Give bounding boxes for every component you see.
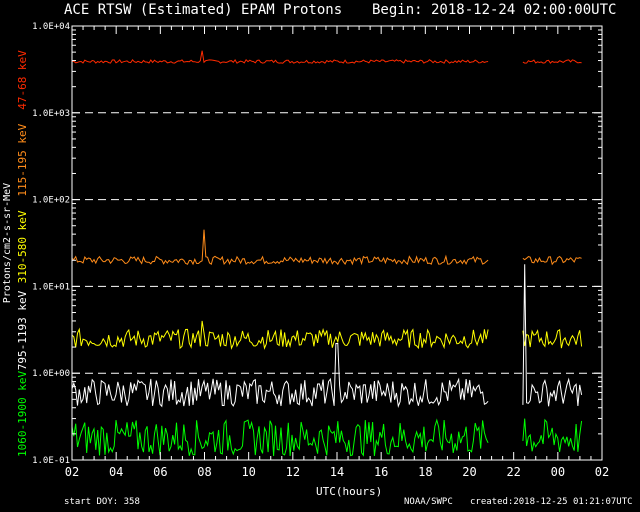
series-layer [71,50,583,457]
x-tick-label: 18 [418,465,432,479]
x-tick-label: 06 [153,465,167,479]
y-tick-label: 1.0E-01 [32,456,70,466]
x-tick-label: 02 [595,465,609,479]
grid-lines [72,112,602,374]
x-tick-label: 22 [506,465,520,479]
series-line [71,320,489,350]
chart-title: ACE RTSW (Estimated) EPAM Protons [64,2,343,18]
y-tick-label: 1.0E+04 [32,22,70,32]
series-label: 310-580 keV [16,210,29,283]
series-line [71,50,489,64]
start-doy: start DOY: 358 [64,497,140,507]
series-line [522,264,583,407]
x-tick-label: 12 [286,465,300,479]
created-timestamp: created:2018-12-25 01:21:07UTC [470,497,633,507]
x-tick-label: 20 [462,465,476,479]
series-line [522,255,582,266]
y-tick-label: 1.0E+00 [32,369,70,379]
series-line [71,343,489,408]
x-tick-label: 04 [109,465,123,479]
source-credit: NOAA/SWPC [404,497,453,507]
series-line [522,328,583,349]
series-label: 115-195 keV [16,123,29,196]
series-line [71,229,489,266]
y-tick-label: 1.0E+03 [32,109,70,119]
series-label: 795-1193 keV [16,290,29,370]
series-line [522,59,582,64]
y-axis-label: Protons/cm2-s-sr-MeV [2,183,13,303]
axes: 1.0E-01 1.0E+00 1.0E+01 1.0E+02 1.0E+03 1.0E+… [2,22,609,479]
x-tick-label: 10 [241,465,255,479]
x-axis-label: UTC(hours) [316,485,383,498]
series-line [71,418,489,457]
x-tick-label: 00 [551,465,565,479]
x-tick-label: 08 [197,465,211,479]
begin-time: Begin: 2018-12-24 02:00:00UTC [372,2,617,18]
y-tick-label: 1.0E+02 [32,196,70,206]
series-label: 1060-1900 keV [16,371,29,457]
x-tick-label: 02 [65,465,79,479]
y-tick-label: 1.0E+01 [32,282,70,292]
x-tick-label: 14 [330,465,344,479]
x-tick-label: 16 [374,465,388,479]
series-label: 47-68 keV [16,50,29,110]
series-line [522,418,583,452]
